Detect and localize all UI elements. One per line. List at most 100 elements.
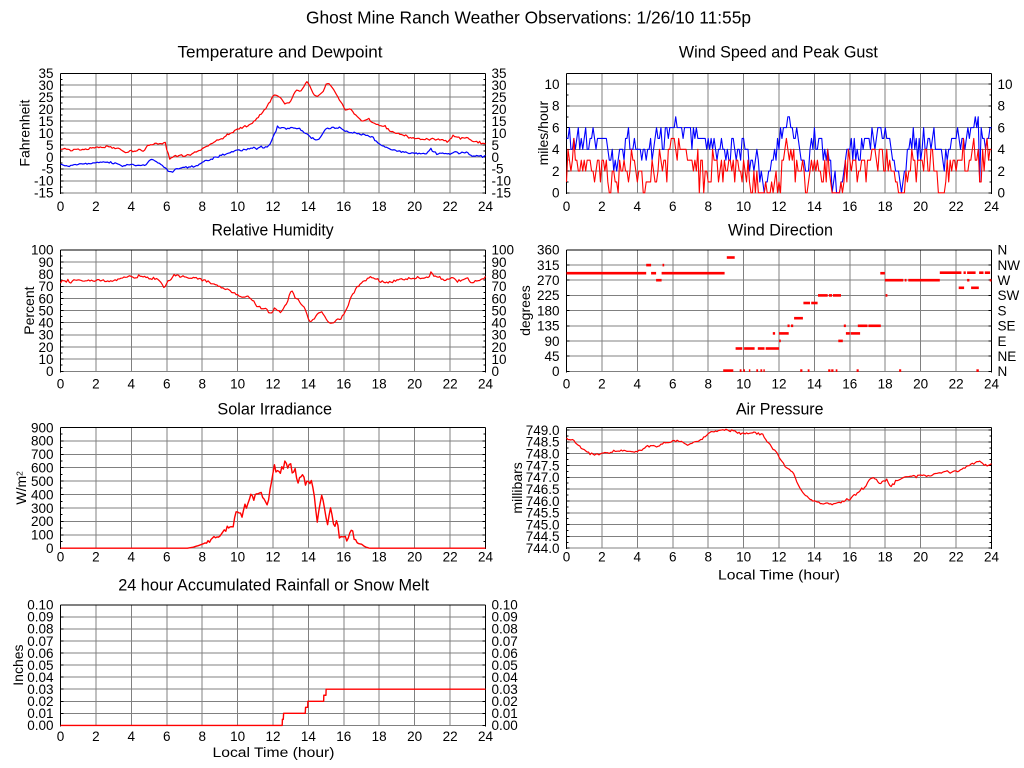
svg-text:4: 4 [634,549,642,564]
svg-text:0: 0 [57,729,65,744]
svg-text:0.01: 0.01 [492,706,518,721]
svg-text:600: 600 [31,461,54,476]
svg-text:900: 900 [31,420,54,435]
svg-text:747.0: 747.0 [526,470,560,485]
svg-text:0.04: 0.04 [27,670,54,685]
svg-text:20: 20 [38,102,53,117]
svg-text:-15: -15 [34,186,54,201]
svg-text:35: 35 [492,66,507,81]
svg-text:NW: NW [998,258,1021,273]
svg-text:22: 22 [443,199,458,214]
svg-text:10: 10 [492,126,507,141]
svg-text:20: 20 [407,549,422,564]
svg-text:25: 25 [492,90,507,105]
svg-text:18: 18 [372,376,387,391]
svg-text:18: 18 [878,376,893,391]
svg-text:746.0: 746.0 [526,494,560,509]
svg-text:90: 90 [38,255,53,270]
svg-text:10: 10 [492,352,507,367]
svg-text:22: 22 [949,549,964,564]
svg-text:-10: -10 [492,174,512,189]
svg-text:8: 8 [704,549,712,564]
svg-text:30: 30 [38,78,53,93]
svg-text:6: 6 [552,120,560,135]
svg-text:0: 0 [57,376,65,391]
svg-text:360: 360 [537,243,560,258]
svg-text:0: 0 [492,150,500,165]
svg-text:S: S [998,303,1007,318]
svg-text:0.02: 0.02 [27,694,53,709]
svg-text:35: 35 [38,66,53,81]
svg-text:16: 16 [336,376,351,391]
svg-text:16: 16 [336,199,351,214]
svg-text:Local Time (hour): Local Time (hour) [213,745,335,760]
svg-text:10: 10 [736,199,751,214]
svg-text:24: 24 [478,199,494,214]
svg-text:80: 80 [38,267,53,282]
svg-text:14: 14 [807,199,823,214]
svg-text:-10: -10 [34,174,54,189]
svg-text:10: 10 [230,199,245,214]
svg-text:14: 14 [301,549,317,564]
svg-text:100: 100 [31,528,54,543]
svg-text:270: 270 [537,273,560,288]
svg-text:8: 8 [704,376,712,391]
svg-text:749.0: 749.0 [526,423,560,438]
svg-text:16: 16 [336,549,351,564]
svg-text:0: 0 [552,186,560,201]
svg-text:0.06: 0.06 [27,646,53,661]
svg-text:45: 45 [544,349,559,364]
svg-text:315: 315 [537,258,560,273]
svg-text:10: 10 [736,549,751,564]
svg-text:748.5: 748.5 [526,435,560,450]
svg-text:80: 80 [492,267,507,282]
svg-text:Inches: Inches [10,644,26,685]
svg-text:Solar Irradiance: Solar Irradiance [217,401,332,419]
svg-text:16: 16 [842,199,857,214]
svg-text:12: 12 [265,729,280,744]
svg-text:0.06: 0.06 [492,646,518,661]
svg-text:746.5: 746.5 [526,482,560,497]
svg-text:W/m2: W/m2 [13,471,29,505]
svg-text:0: 0 [57,549,65,564]
svg-text:0.07: 0.07 [27,634,53,649]
svg-text:-5: -5 [492,162,504,177]
svg-text:10: 10 [736,376,751,391]
svg-text:10: 10 [998,77,1013,92]
svg-text:12: 12 [771,376,786,391]
svg-text:8: 8 [704,199,712,214]
svg-text:N: N [998,243,1008,258]
svg-text:Percent: Percent [21,286,37,334]
svg-text:100: 100 [31,243,54,258]
svg-text:10: 10 [230,549,245,564]
svg-text:14: 14 [301,729,317,744]
svg-text:500: 500 [31,474,54,489]
svg-text:2: 2 [598,549,606,564]
svg-text:90: 90 [544,334,559,349]
svg-text:30: 30 [492,328,507,343]
svg-text:W: W [998,273,1011,288]
svg-text:20: 20 [492,340,507,355]
svg-text:-15: -15 [492,186,512,201]
svg-text:8: 8 [198,376,206,391]
svg-text:15: 15 [492,114,507,129]
svg-text:18: 18 [372,729,387,744]
svg-text:4: 4 [128,376,136,391]
svg-text:748.0: 748.0 [526,447,560,462]
svg-text:0.04: 0.04 [492,670,519,685]
svg-text:degrees: degrees [517,285,533,336]
svg-text:744.5: 744.5 [526,529,560,544]
svg-text:800: 800 [31,434,54,449]
svg-text:24: 24 [478,729,494,744]
svg-text:180: 180 [537,303,560,318]
svg-text:10: 10 [38,352,53,367]
svg-text:6: 6 [163,376,171,391]
svg-text:50: 50 [492,303,507,318]
svg-text:745.0: 745.0 [526,517,560,532]
svg-text:12: 12 [265,549,280,564]
svg-text:24 hour Accumulated Rainfall o: 24 hour Accumulated Rainfall or Snow Mel… [118,577,429,595]
svg-text:20: 20 [407,729,422,744]
svg-text:400: 400 [31,487,54,502]
svg-text:Wind Speed and Peak Gust: Wind Speed and Peak Gust [679,44,878,62]
svg-text:747.5: 747.5 [526,458,560,473]
